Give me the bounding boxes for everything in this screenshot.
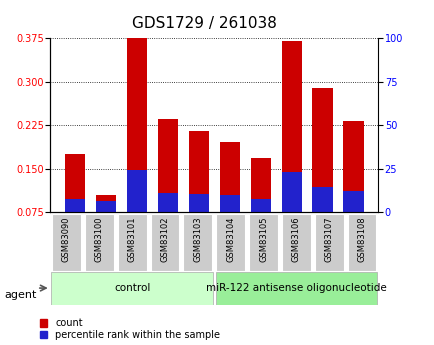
Bar <box>219 195 239 212</box>
Text: GDS1729 / 261038: GDS1729 / 261038 <box>132 16 276 30</box>
Bar <box>188 131 208 212</box>
Bar <box>65 199 85 212</box>
Legend: count, percentile rank within the sample: count, percentile rank within the sample <box>39 318 220 340</box>
Text: GSM83106: GSM83106 <box>291 217 300 262</box>
Text: GSM83104: GSM83104 <box>226 217 235 262</box>
Bar <box>65 154 85 212</box>
Bar <box>127 170 147 212</box>
Bar <box>158 193 178 212</box>
Bar <box>95 200 116 212</box>
Bar <box>314 214 343 271</box>
Bar <box>158 119 178 212</box>
Bar <box>281 214 310 271</box>
Text: GSM83102: GSM83102 <box>160 217 169 262</box>
Text: control: control <box>114 283 150 293</box>
Bar <box>118 214 146 271</box>
Text: agent: agent <box>4 290 36 300</box>
Text: GSM83105: GSM83105 <box>258 217 267 262</box>
Bar <box>281 41 301 212</box>
Bar <box>250 158 270 212</box>
Bar <box>127 38 147 212</box>
Bar <box>281 171 301 212</box>
Bar <box>85 214 113 271</box>
Text: miR-122 antisense oligonucleotide: miR-122 antisense oligonucleotide <box>205 283 386 293</box>
Bar <box>219 142 239 212</box>
Bar <box>342 191 363 212</box>
Bar <box>312 187 332 212</box>
Bar <box>52 214 81 271</box>
Bar <box>312 88 332 212</box>
Text: GSM83103: GSM83103 <box>193 217 202 262</box>
Bar <box>183 214 212 271</box>
Bar <box>188 194 208 212</box>
Bar <box>342 121 363 212</box>
Text: GSM83107: GSM83107 <box>324 217 333 262</box>
Text: GSM83090: GSM83090 <box>62 217 71 262</box>
Text: GSM83101: GSM83101 <box>127 217 136 262</box>
Bar <box>95 195 116 212</box>
Bar <box>347 214 375 271</box>
Text: GSM83108: GSM83108 <box>357 217 366 262</box>
Bar <box>150 214 179 271</box>
Text: GSM83100: GSM83100 <box>95 217 104 262</box>
Bar <box>216 214 244 271</box>
Bar <box>249 214 277 271</box>
Bar <box>215 272 376 305</box>
Bar <box>250 199 270 212</box>
Bar <box>51 272 212 305</box>
